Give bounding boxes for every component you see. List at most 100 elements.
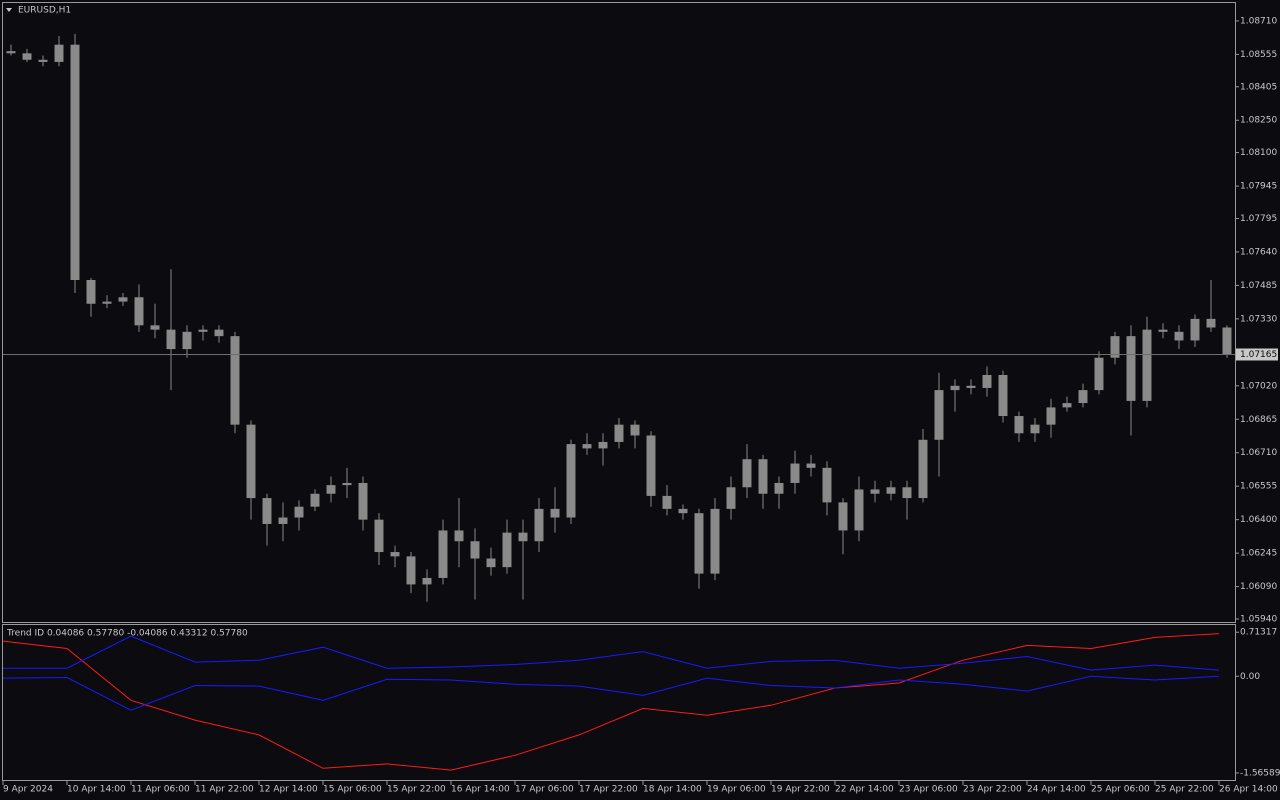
x-tick-label: 12 Apr 14:00 — [259, 785, 318, 795]
candle-body — [230, 336, 240, 425]
y-tick-label: 1.06710 — [1240, 448, 1277, 458]
x-tick-label: 9 Apr 2024 — [3, 785, 53, 795]
x-tick-label: 25 Apr 06:00 — [1091, 785, 1150, 795]
candle-body — [838, 502, 848, 531]
x-tick-label: 17 Apr 06:00 — [515, 785, 574, 795]
candle-body — [118, 297, 128, 302]
x-tick-label: 11 Apr 22:00 — [195, 785, 254, 795]
candle-body — [198, 329, 208, 332]
candle-body — [358, 482, 368, 520]
candle-body — [886, 487, 896, 494]
candle-body — [22, 53, 32, 60]
candle-body — [374, 519, 384, 553]
candle-body — [1126, 336, 1136, 401]
candle-body — [822, 467, 832, 503]
candle-body — [38, 59, 48, 62]
candle-body — [6, 51, 16, 54]
candle-body — [246, 424, 256, 499]
candle-body — [630, 424, 640, 436]
y-tick-label: 1.06865 — [1240, 415, 1277, 425]
chart-title: EURUSD,H1 — [18, 6, 71, 16]
x-tick-label: 26 Apr 14:00 — [1219, 785, 1278, 795]
candle-body — [294, 506, 304, 518]
x-tick-label: 16 Apr 14:00 — [451, 785, 510, 795]
candle-body — [1094, 357, 1104, 391]
candle-body — [566, 444, 576, 518]
candle-body — [1110, 336, 1120, 358]
x-tick-label: 11 Apr 06:00 — [131, 785, 190, 795]
candle-body — [438, 530, 448, 578]
candle-body — [150, 325, 160, 330]
candle-body — [342, 482, 352, 486]
candle-body — [102, 301, 112, 304]
candle-body — [1190, 318, 1200, 341]
candle-body — [1014, 416, 1024, 434]
x-tick-label: 17 Apr 22:00 — [579, 785, 638, 795]
candle-body — [534, 508, 544, 542]
y-tick-label: 1.08405 — [1240, 82, 1277, 92]
candle-body — [726, 487, 736, 509]
candle-body — [982, 375, 992, 388]
y-tick-label: 1.08100 — [1240, 148, 1277, 158]
candle-body — [870, 489, 880, 494]
y-tick-label: 0.71317 — [1240, 628, 1277, 638]
x-tick-label: 15 Apr 22:00 — [387, 785, 446, 795]
candle-body — [422, 577, 432, 585]
indicator-pane — [2, 624, 1236, 781]
indicator-line — [3, 633, 1220, 771]
y-tick-label: 0.00 — [1240, 672, 1260, 682]
indicator-line — [3, 635, 1220, 671]
candle-body — [662, 495, 672, 509]
candle-body — [182, 331, 192, 350]
y-tick-label: 1.08710 — [1240, 16, 1277, 26]
x-tick-label: 23 Apr 22:00 — [963, 785, 1022, 795]
candle-body — [774, 482, 784, 494]
y-tick-label: -1.56589 — [1240, 768, 1280, 778]
y-tick-label: 1.07020 — [1240, 381, 1277, 391]
x-tick-label: 24 Apr 14:00 — [1027, 785, 1086, 795]
candle-body — [678, 508, 688, 514]
candle-body — [406, 556, 416, 585]
candle-body — [550, 508, 560, 518]
candle-body — [998, 375, 1008, 417]
y-tick-label: 1.07330 — [1240, 314, 1277, 324]
symbol-menu-icon[interactable] — [6, 8, 12, 12]
candle-body — [742, 459, 752, 488]
main-pane — [2, 2, 1236, 623]
candle-body — [966, 385, 976, 388]
candle-body — [470, 541, 480, 559]
candle-body — [1078, 390, 1088, 404]
x-tick-label: 22 Apr 14:00 — [835, 785, 894, 795]
y-tick-label: 1.08555 — [1240, 50, 1277, 60]
candle-body — [694, 513, 704, 574]
candles — [6, 33, 1232, 602]
candle-body — [70, 44, 80, 281]
current-price-box — [1236, 348, 1278, 361]
candle-body — [214, 329, 224, 337]
candle-body — [390, 552, 400, 557]
x-tick-label: 19 Apr 22:00 — [771, 785, 830, 795]
y-tick-label: 1.06400 — [1240, 515, 1277, 525]
y-tick-label: 1.08250 — [1240, 116, 1277, 126]
x-tick-label: 19 Apr 06:00 — [707, 785, 766, 795]
candle-body — [854, 489, 864, 531]
candle-body — [1046, 407, 1056, 425]
candle-body — [1142, 329, 1152, 401]
candle-body — [454, 530, 464, 542]
candle-body — [518, 532, 528, 542]
candle-body — [806, 463, 816, 468]
candle-body — [262, 498, 272, 524]
candle-body — [486, 558, 496, 568]
y-tick-label: 1.07945 — [1240, 182, 1277, 192]
y-tick-label: 1.06090 — [1240, 582, 1277, 592]
candle-body — [134, 297, 144, 326]
candle-body — [1174, 331, 1184, 341]
indicator-title: Trend ID 0.04086 0.57780 -0.04086 0.4331… — [6, 629, 248, 639]
candle-body — [1062, 403, 1072, 408]
candle-body — [1158, 329, 1168, 332]
candle-body — [1206, 318, 1216, 328]
candle-body — [278, 517, 288, 524]
y-tick-label: 1.06245 — [1240, 549, 1277, 559]
